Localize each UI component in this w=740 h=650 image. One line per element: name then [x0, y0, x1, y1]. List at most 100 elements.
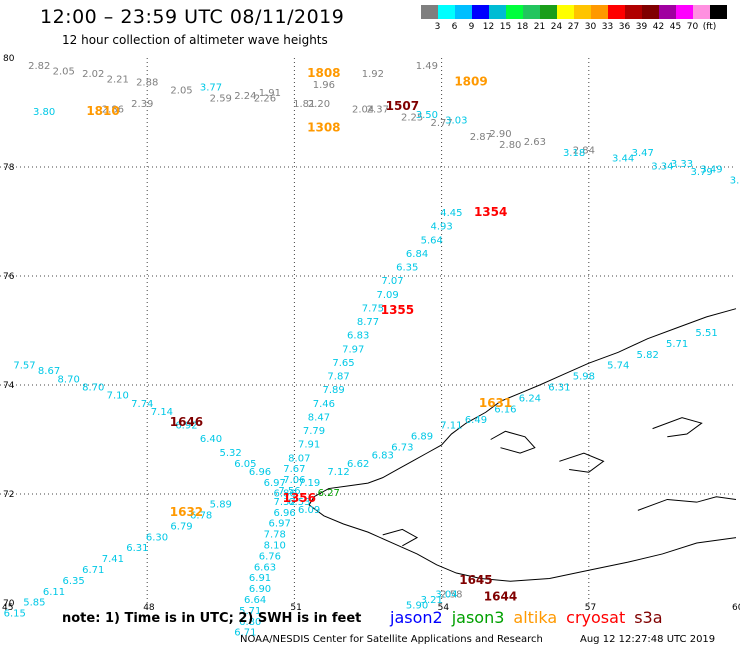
swh-value-cyan: 5.32 [219, 448, 241, 459]
scale-label: (ft) [702, 22, 717, 32]
footer-note: note: 1) Time is in UTC; 2) SWH is in fe… [62, 611, 362, 626]
scale-label: 18 [516, 22, 529, 32]
swh-value-gray: 2.77 [430, 118, 452, 129]
x-tick-label: 45 [2, 603, 13, 613]
swh-value-cyan: 7.09 [376, 290, 398, 301]
scale-swatch [710, 5, 727, 19]
swh-value-cyan: 6.35 [62, 576, 84, 587]
scale-label: 24 [550, 22, 563, 32]
mission-legend: jason2 jason3 altika cryosat s3a [390, 608, 672, 627]
scale-label: 6 [451, 22, 458, 32]
scale-label: 3 [434, 22, 441, 32]
swh-value-cyan: 7.46 [313, 399, 335, 410]
pass-time-label: 1646 [170, 415, 203, 429]
y-tick-label: 76 [3, 272, 15, 282]
swh-value-cyan: 7.12 [327, 467, 349, 478]
swh-value-cyan: 7.87 [327, 372, 349, 383]
swh-value-cyan: 8.47 [308, 412, 330, 423]
swh-value-cyan: 5.71 [239, 606, 261, 617]
scale-swatch [574, 5, 591, 19]
swh-value-cyan: 6.11 [43, 587, 65, 598]
swh-value-cyan: 7.89 [323, 385, 345, 396]
timestamp-text: Aug 12 12:27:48 UTC 2019 [580, 634, 716, 645]
swh-value-cyan: 3.34 [651, 162, 673, 173]
x-tick-label: 54 [438, 603, 450, 613]
lake-outline [559, 452, 605, 473]
swh-value-cyan: 3.21 [421, 595, 443, 606]
pass-time-label: 1632 [170, 505, 203, 519]
scale-swatch [438, 5, 455, 19]
swh-value-gray: 2.88 [136, 77, 158, 88]
swh-value-cyan: 6.90 [249, 584, 271, 595]
swh-value-cyan: 6.53 [288, 497, 310, 508]
scale-label: 30 [584, 22, 597, 32]
swh-value-cyan: 6.83 [372, 451, 394, 462]
swh-value-cyan: 3.77 [200, 83, 222, 94]
scale-label: 15 [499, 22, 512, 32]
swh-value-cyan: 6.64 [244, 595, 266, 606]
swh-value-cyan: 3.79 [691, 167, 713, 178]
swh-value-cyan: 7.11 [440, 421, 462, 432]
mission-altika: altika [513, 608, 558, 627]
y-tick-label: 80 [3, 54, 15, 64]
swh-value-gray: 2.63 [524, 137, 546, 148]
swh-value-cyan: 7.07 [381, 276, 403, 287]
coastline-path [308, 308, 737, 582]
pass-time-label: 1356 [283, 491, 316, 505]
swh-value-cyan: 3.49 [700, 164, 722, 175]
swh-value-cyan: 5.82 [637, 350, 659, 361]
pass-time-label: 1355 [381, 303, 414, 317]
swh-value-cyan: 6.79 [170, 521, 192, 532]
swh-value-gray: 2.26 [254, 94, 276, 105]
swh-value-gray: 2.25 [401, 113, 423, 124]
swh-value-cyan: 6.15 [4, 609, 26, 620]
swh-value-cyan: 8.67 [38, 366, 60, 377]
swh-value-gray: 2.84 [573, 145, 595, 156]
scale-swatch [693, 5, 710, 19]
x-tick-label: 57 [585, 603, 596, 613]
swh-value-cyan: 6.71 [82, 565, 104, 576]
scale-swatch [489, 5, 506, 19]
scale-swatch [540, 5, 557, 19]
swh-value-cyan: 7.14 [151, 407, 173, 418]
swh-value-gray: 2.20 [308, 99, 330, 110]
swh-value-gray: 2.05 [170, 85, 192, 96]
pass-time-label: 1810 [86, 104, 119, 118]
swh-value-cyan: 3.33 [671, 159, 693, 170]
swh-value-cyan: 6.97 [269, 519, 291, 530]
swh-value-cyan: 7.57 [13, 361, 35, 372]
swh-value-cyan: 6.49 [465, 415, 487, 426]
swh-value-cyan: 8.07 [288, 453, 310, 464]
scale-label: 33 [601, 22, 614, 32]
pass-time-label: 1808 [307, 66, 340, 80]
swh-value-cyan: 6.92 [175, 421, 197, 432]
swh-value-gray: 2.04 [352, 105, 374, 116]
pass-time-label: 1644 [484, 589, 517, 603]
swh-value-cyan: 8.70 [82, 382, 104, 393]
swh-value-cyan: 6.62 [347, 459, 369, 470]
swh-value-cyan: 6.96 [249, 467, 271, 478]
swh-value-cyan: 6.73 [391, 442, 413, 453]
swh-value-cyan: 3.72 [730, 175, 740, 186]
swh-value-cyan: 7.91 [298, 440, 320, 451]
pass-time-label: 1354 [474, 205, 507, 219]
swh-value-cyan: 5.90 [406, 600, 428, 611]
lake-outline [652, 417, 703, 438]
swh-value-cyan: 6.96 [273, 508, 295, 519]
pass-time-label: 1809 [454, 74, 487, 88]
pass-time-label: 1645 [459, 573, 492, 587]
swh-value-cyan: 5.85 [23, 598, 45, 609]
swh-value-gray: 2.37 [367, 105, 389, 116]
scale-swatch [421, 5, 438, 19]
x-tick-label: 51 [290, 603, 301, 613]
swh-value-gray: 2.80 [499, 140, 521, 151]
swh-value-gray: 2.02 [82, 69, 104, 80]
swh-value-cyan: 6.71 [234, 628, 256, 639]
swh-value-cyan: 7.67 [283, 464, 305, 475]
swh-value-cyan: 5.51 [695, 328, 717, 339]
swh-value-gray: 1.81 [293, 99, 315, 110]
swh-value-cyan: 7.79 [303, 426, 325, 437]
pass-time-label: 1507 [386, 99, 419, 113]
lake-outline [637, 496, 737, 511]
